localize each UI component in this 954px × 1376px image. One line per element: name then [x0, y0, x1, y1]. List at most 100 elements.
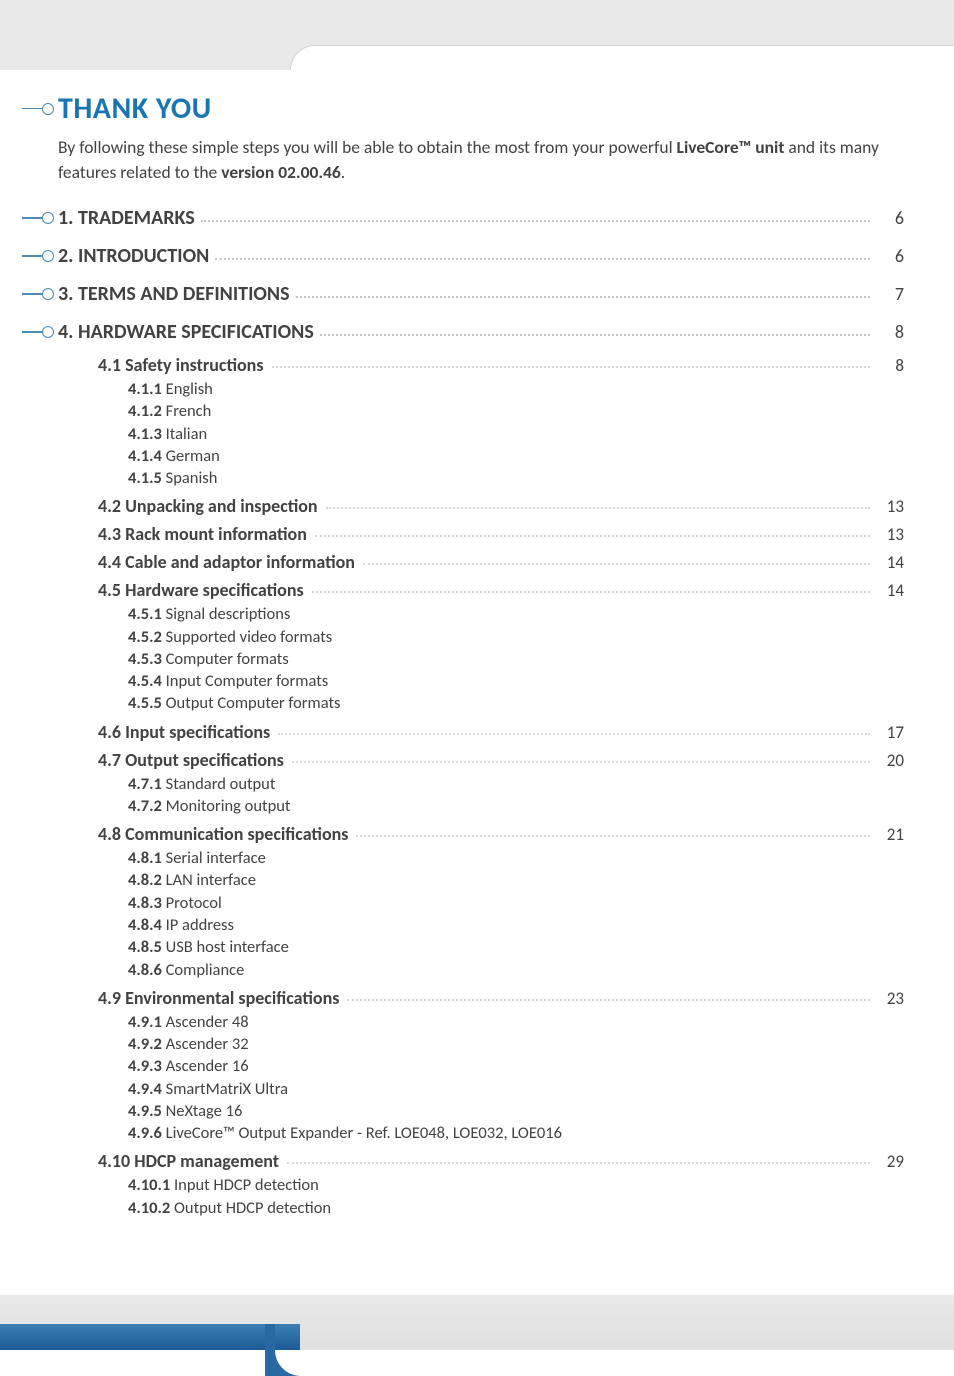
toc-leaf: 4.1.2 French: [128, 400, 904, 422]
toc-entry-unpacking: 4.2 Unpacking and inspection 13: [22, 495, 904, 517]
leader-dots: [272, 366, 870, 368]
toc-leaf: 4.8.4 IP address: [128, 914, 904, 936]
thank-you-heading-row: THANK YOU: [22, 90, 904, 127]
leader-dots: [287, 1162, 870, 1164]
toc-subtitle: 4.4 Cable and adaptor information: [98, 551, 355, 573]
leader-dots: [320, 334, 870, 336]
toc-entry-trademarks: 1. TRADEMARKS 6: [22, 206, 904, 230]
toc-entry-envspec: 4.9 Environmental specifications 23: [22, 987, 904, 1009]
toc-entry-hardware: 4. HARDWARE SPECIFICATIONS 8: [22, 320, 904, 344]
header-band: [0, 0, 954, 70]
toc-title: 1. TRADEMARKS: [58, 206, 195, 230]
toc-leaf: 4.7.1 Standard output: [128, 773, 904, 795]
bullet-marker: [22, 103, 58, 115]
toc-leaf: 4.5.1 Signal descriptions: [128, 603, 904, 625]
toc-leaf-group-envspec: 4.9.1 Ascender 48 4.9.2 Ascender 32 4.9.…: [128, 1011, 904, 1145]
page-number: 7: [876, 283, 904, 305]
bullet-marker: [22, 250, 58, 262]
toc-leaf: 4.9.6 LiveCore™ Output Expander - Ref. L…: [128, 1122, 904, 1144]
toc-leaf: 4.8.5 USB host interface: [128, 936, 904, 958]
intro-paragraph: By following these simple steps you will…: [58, 135, 904, 184]
toc-entry-commspec: 4.8 Communication specifications 21: [22, 823, 904, 845]
toc-leaf-group-hwspec: 4.5.1 Signal descriptions 4.5.2 Supporte…: [128, 603, 904, 714]
toc-leaf: 4.1.3 Italian: [128, 423, 904, 445]
toc-leaf-group-commspec: 4.8.1 Serial interface 4.8.2 LAN interfa…: [128, 847, 904, 981]
toc-leaf: 4.8.2 LAN interface: [128, 869, 904, 891]
toc-title: 3. TERMS AND DEFINITIONS: [58, 282, 290, 306]
intro-text-suffix: .: [341, 161, 345, 183]
page-number: 8: [876, 321, 904, 343]
intro-text-prefix: By following these simple steps you will…: [58, 136, 677, 158]
toc-entry-introduction: 2. INTRODUCTION 6: [22, 244, 904, 268]
toc-leaf: 4.10.1 Input HDCP detection: [128, 1174, 904, 1196]
bullet-marker: [22, 288, 58, 300]
bullet-marker: [22, 212, 58, 224]
intro-bold-product: LiveCore™ unit: [677, 136, 785, 158]
page-number: 23: [876, 988, 904, 1009]
toc-leaf: 4.5.5 Output Computer formats: [128, 692, 904, 714]
thank-you-title: THANK YOU: [58, 90, 212, 127]
leader-dots: [363, 563, 870, 565]
leader-dots: [326, 507, 870, 509]
toc-leaf: 4.1.4 German: [128, 445, 904, 467]
toc-leaf: 4.10.2 Output HDCP detection: [128, 1197, 904, 1219]
toc-entry-cable: 4.4 Cable and adaptor information 14: [22, 551, 904, 573]
leader-dots: [356, 835, 870, 837]
toc-leaf: 4.8.1 Serial interface: [128, 847, 904, 869]
page-number: 13: [876, 496, 904, 517]
toc-leaf-group-hdcp: 4.10.1 Input HDCP detection 4.10.2 Outpu…: [128, 1174, 904, 1219]
toc-subtitle: 4.2 Unpacking and inspection: [98, 495, 318, 517]
toc-subtitle: 4.5 Hardware specifications: [98, 579, 304, 601]
page-number: 20: [876, 750, 904, 771]
page-number: 29: [876, 1151, 904, 1172]
toc-leaf-group-safety: 4.1.1 English 4.1.2 French 4.1.3 Italian…: [128, 378, 904, 489]
toc-leaf: 4.8.6 Compliance: [128, 959, 904, 981]
toc-leaf-group-outputspec: 4.7.1 Standard output 4.7.2 Monitoring o…: [128, 773, 904, 818]
toc-leaf: 4.5.4 Input Computer formats: [128, 670, 904, 692]
toc-entry-rackmount: 4.3 Rack mount information 13: [22, 523, 904, 545]
toc-subtitle: 4.10 HDCP management: [98, 1150, 279, 1172]
toc-entry-outputspec: 4.7 Output specifications 20: [22, 749, 904, 771]
intro-bold-version: version 02.00.46: [221, 161, 341, 183]
leader-dots: [278, 733, 870, 735]
leader-dots: [315, 535, 870, 537]
toc-entry-safety: 4.1 Safety instructions 8: [22, 354, 904, 376]
leader-dots: [201, 220, 870, 222]
toc-leaf: 4.1.1 English: [128, 378, 904, 400]
toc-subtitle: 4.8 Communication specifications: [98, 823, 348, 845]
leader-dots: [347, 999, 870, 1001]
page-number: 17: [876, 722, 904, 743]
toc-leaf: 4.8.3 Protocol: [128, 892, 904, 914]
toc-leaf: 4.9.4 SmartMatriX Ultra: [128, 1078, 904, 1100]
page-number: 14: [876, 552, 904, 573]
toc-entry-hdcp: 4.10 HDCP management 29: [22, 1150, 904, 1172]
toc-subtitle: 4.7 Output specifications: [98, 749, 284, 771]
toc-subtitle: 4.3 Rack mount information: [98, 523, 307, 545]
toc-subtitle: 4.6 Input specifications: [98, 721, 270, 743]
page-number: 13: [876, 524, 904, 545]
toc-leaf: 4.9.1 Ascender 48: [128, 1011, 904, 1033]
toc-subtitle: 4.1 Safety instructions: [98, 354, 264, 376]
footer-accent-bar: [0, 1324, 300, 1350]
leader-dots: [296, 296, 870, 298]
toc-subtitle: 4.9 Environmental specifications: [98, 987, 339, 1009]
leader-dots: [292, 761, 870, 763]
toc-title: 2. INTRODUCTION: [58, 244, 209, 268]
page-number: 6: [876, 207, 904, 229]
page-number: 14: [876, 580, 904, 601]
toc-leaf: 4.5.2 Supported video formats: [128, 626, 904, 648]
leader-dots: [312, 591, 870, 593]
bullet-marker: [22, 326, 58, 338]
page-number: 21: [876, 824, 904, 845]
toc-leaf: 4.1.5 Spanish: [128, 467, 904, 489]
toc-leaf: 4.9.5 NeXtage 16: [128, 1100, 904, 1122]
page-number: 8: [876, 355, 904, 376]
header-curve: [290, 45, 954, 70]
leader-dots: [215, 258, 870, 260]
page-number: 6: [876, 245, 904, 267]
toc-leaf: 4.9.2 Ascender 32: [128, 1033, 904, 1055]
content-area: THANK YOU By following these simple step…: [0, 70, 954, 1219]
toc-entry-inputspec: 4.6 Input specifications 17: [22, 721, 904, 743]
toc-entry-hwspec: 4.5 Hardware specifications 14: [22, 579, 904, 601]
toc-title: 4. HARDWARE SPECIFICATIONS: [58, 320, 314, 344]
